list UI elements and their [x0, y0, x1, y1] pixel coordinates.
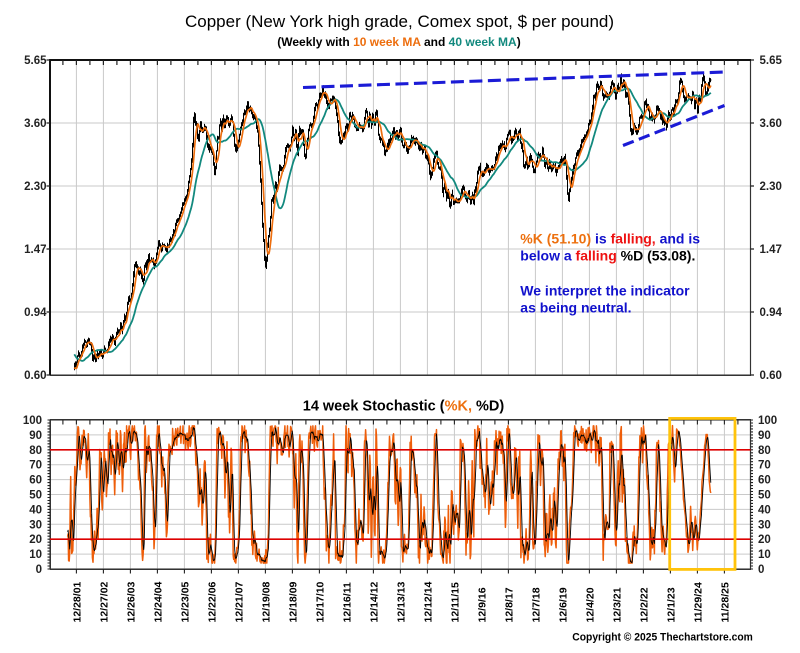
svg-text:0.94: 0.94	[760, 307, 783, 319]
svg-text:as being neutral.: as being neutral.	[520, 300, 631, 316]
svg-text:0.60: 0.60	[760, 370, 782, 382]
svg-text:12/9/16: 12/9/16	[476, 587, 488, 622]
svg-text:12/8/17: 12/8/17	[503, 587, 515, 622]
svg-text:Copyright © 2025 Thechartstore: Copyright © 2025 Thechartstore.com	[572, 631, 753, 643]
svg-text:3.60: 3.60	[24, 118, 46, 130]
svg-text:(Weekly with 10 week MA and 40: (Weekly with 10 week MA and 40 week MA)	[277, 35, 520, 49]
svg-text:60: 60	[29, 475, 42, 487]
svg-text:30: 30	[758, 519, 771, 531]
svg-text:1.47: 1.47	[760, 244, 782, 256]
svg-text:12/19/08: 12/19/08	[260, 581, 272, 622]
svg-text:12/13/13: 12/13/13	[395, 581, 407, 622]
svg-text:12/27/02: 12/27/02	[98, 581, 110, 622]
svg-text:2.30: 2.30	[760, 181, 782, 193]
svg-text:12/24/04: 12/24/04	[152, 581, 164, 622]
svg-text:11/28/25: 11/28/25	[719, 582, 731, 622]
svg-text:20: 20	[758, 534, 771, 546]
svg-text:below a falling %D (53.08).: below a falling %D (53.08).	[520, 248, 695, 264]
svg-text:10: 10	[29, 549, 42, 561]
svg-text:90: 90	[29, 430, 42, 442]
svg-text:12/28/01: 12/28/01	[71, 581, 83, 622]
svg-text:We interpret the indicator: We interpret the indicator	[520, 283, 690, 299]
svg-text:5.65: 5.65	[24, 55, 47, 67]
svg-text:10: 10	[758, 549, 771, 561]
svg-text:%K (51.10) is falling, and is: %K (51.10) is falling, and is	[520, 231, 700, 247]
svg-text:80: 80	[758, 445, 771, 457]
svg-text:12/11/15: 12/11/15	[449, 582, 461, 622]
svg-text:12/16/11: 12/16/11	[341, 582, 353, 622]
svg-text:12/23/05: 12/23/05	[179, 581, 191, 622]
svg-text:3.60: 3.60	[760, 118, 782, 130]
svg-text:11/29/24: 11/29/24	[692, 582, 704, 622]
svg-text:12/22/06: 12/22/06	[206, 581, 218, 622]
svg-text:12/4/20: 12/4/20	[584, 587, 596, 622]
svg-text:70: 70	[29, 460, 42, 472]
svg-text:12/3/21: 12/3/21	[611, 587, 623, 622]
svg-text:60: 60	[758, 475, 771, 487]
svg-text:50: 50	[758, 490, 771, 502]
svg-text:12/7/18: 12/7/18	[530, 587, 542, 622]
svg-text:14 week Stochastic (%K, %D): 14 week Stochastic (%K, %D)	[303, 399, 505, 415]
svg-text:12/21/07: 12/21/07	[233, 581, 245, 622]
svg-text:12/17/10: 12/17/10	[314, 581, 326, 622]
svg-text:40: 40	[29, 504, 42, 516]
svg-text:80: 80	[29, 445, 42, 457]
svg-text:1.47: 1.47	[24, 244, 46, 256]
svg-text:5.65: 5.65	[760, 55, 783, 67]
svg-text:40: 40	[758, 504, 771, 516]
svg-text:12/26/03: 12/26/03	[125, 581, 137, 622]
svg-text:90: 90	[758, 430, 771, 442]
svg-text:0: 0	[36, 564, 42, 576]
svg-text:0.94: 0.94	[24, 307, 47, 319]
svg-text:12/12/14: 12/12/14	[422, 581, 434, 622]
svg-text:50: 50	[29, 490, 42, 502]
svg-text:100: 100	[23, 415, 42, 427]
svg-text:30: 30	[29, 519, 42, 531]
svg-text:12/6/19: 12/6/19	[557, 587, 569, 622]
svg-text:2.30: 2.30	[24, 181, 46, 193]
svg-text:Copper (New York high grade, C: Copper (New York high grade, Comex spot,…	[185, 12, 614, 31]
svg-text:0.60: 0.60	[24, 370, 46, 382]
svg-text:12/18/09: 12/18/09	[287, 581, 299, 622]
svg-text:12/1/23: 12/1/23	[665, 587, 677, 622]
svg-text:100: 100	[758, 415, 777, 427]
svg-text:12/2/22: 12/2/22	[638, 587, 650, 622]
svg-text:70: 70	[758, 460, 771, 472]
svg-text:12/14/12: 12/14/12	[368, 581, 380, 622]
svg-text:20: 20	[29, 534, 42, 546]
svg-text:0: 0	[758, 564, 764, 576]
